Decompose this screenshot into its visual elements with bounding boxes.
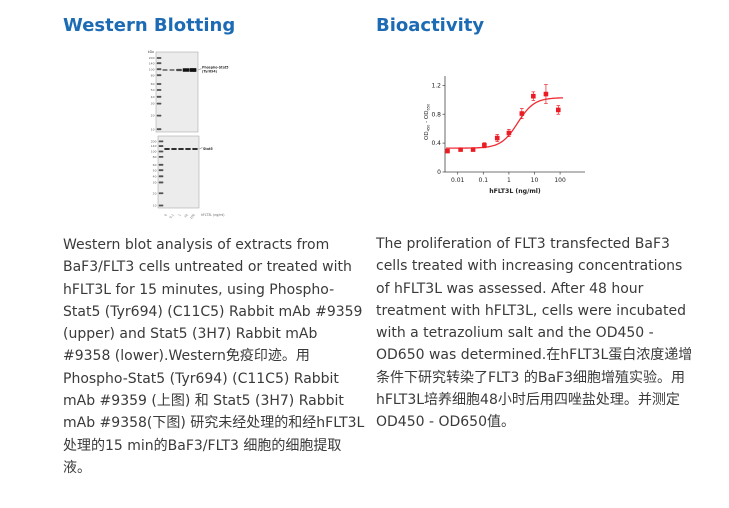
mw-marker-band xyxy=(156,62,162,65)
mw-marker-label: 40 xyxy=(151,95,155,99)
mw-marker-label: 200 xyxy=(149,56,155,60)
mw-marker-band xyxy=(158,192,164,195)
western-blot-image: kDa20014010080605040302010Phospho-Stat5(… xyxy=(148,50,229,220)
mw-marker-label: 40 xyxy=(153,174,157,178)
x-tick-label: 0.01 xyxy=(451,177,465,184)
mw-marker-band xyxy=(156,57,162,59)
mw-marker-band xyxy=(158,155,164,158)
protein-band xyxy=(176,68,182,72)
protein-band xyxy=(189,68,197,72)
mw-marker-label: 100 xyxy=(151,150,157,154)
x-tick-label: 10 xyxy=(531,177,539,184)
kda-unit-label: kDa xyxy=(148,50,154,54)
data-point xyxy=(470,147,476,152)
mw-marker-band xyxy=(158,181,164,184)
mw-marker-band xyxy=(158,140,164,143)
bioactivity-section: Bioactivity 0 0.4 0.8 1.2 0.01 0.1 1 10 100 hFLT3… xyxy=(376,15,693,434)
protein-band xyxy=(171,147,177,150)
mw-marker-label: 20 xyxy=(151,114,155,118)
x-tick-label: 1 xyxy=(507,177,511,184)
mw-marker-band xyxy=(156,95,162,98)
bioactivity-chart-figure: 0 0.4 0.8 1.2 0.01 0.1 1 10 100 hFLT3L (ng/ml) OD4… xyxy=(420,62,645,212)
data-point xyxy=(519,111,525,116)
mw-marker-label: 100 xyxy=(149,67,155,71)
y-tick-label: 0.4 xyxy=(431,140,441,147)
mw-marker-label: 60 xyxy=(151,82,155,86)
western-blot-figure: kDa 200 140 100 80 60 50 40 30 20 10 Phospho-Stat5(… xyxy=(143,48,247,223)
lane-label: 0.1 xyxy=(169,213,175,219)
mw-marker-band xyxy=(158,175,164,178)
y-tick-label: 1.2 xyxy=(431,82,441,89)
x-tick-label: 100 xyxy=(554,177,566,184)
protein-band xyxy=(182,68,190,72)
mw-marker-band xyxy=(158,145,164,147)
protein-band xyxy=(192,147,198,150)
mw-marker-label: 80 xyxy=(151,73,155,77)
western-blotting-caption: Western blot analysis of extracts from B… xyxy=(63,237,365,476)
data-point xyxy=(506,130,512,136)
mw-marker-band xyxy=(156,74,162,77)
chart-points xyxy=(445,84,561,154)
mw-marker-label: 50 xyxy=(151,88,155,92)
band-label: Stat5 xyxy=(203,147,213,151)
mw-marker-label: 60 xyxy=(153,163,157,167)
mw-marker-label: 140 xyxy=(149,61,155,65)
data-point xyxy=(494,135,500,141)
western-blotting-section: Western Blotting kDa 200 140 100 80 60 50 40 30 2… xyxy=(63,15,367,479)
blot-x-axis-label: hFLT3L (ng/ml) xyxy=(201,213,225,217)
mw-marker-band xyxy=(156,114,162,117)
bioactivity-title: Bioactivity xyxy=(376,15,485,36)
mw-marker-label: 50 xyxy=(153,168,157,172)
mw-marker-band xyxy=(156,128,162,131)
lane-label: 10 xyxy=(183,213,189,219)
bioactivity-dose-response-chart: 0 0.4 0.8 1.2 0.01 0.1 1 10 100 hFLT3L (ng/ml) OD4… xyxy=(424,76,585,195)
mw-marker-band xyxy=(158,150,164,153)
lane-label: 1 xyxy=(177,213,181,217)
data-point xyxy=(531,93,536,99)
data-point xyxy=(458,147,463,152)
y-axis-label: OD450 - OD650 xyxy=(424,103,430,140)
mw-marker-label: 140 xyxy=(151,144,157,148)
mw-marker-band xyxy=(156,68,162,71)
lane-label: 0 xyxy=(163,213,167,217)
data-point xyxy=(445,148,450,154)
mw-marker-band xyxy=(158,204,164,207)
protein-band xyxy=(162,69,168,71)
protein-band xyxy=(178,147,184,150)
mw-marker-label: 10 xyxy=(153,204,157,208)
chart-axes: 0 0.4 0.8 1.2 0.01 0.1 1 10 100 hFLT3L (ng/ml) OD4… xyxy=(424,76,585,195)
western-blotting-title: Western Blotting xyxy=(63,15,236,36)
mw-marker-label: 10 xyxy=(151,127,155,131)
mw-marker-band xyxy=(158,163,164,166)
mw-marker-label: 200 xyxy=(151,140,157,144)
mw-marker-band xyxy=(156,89,162,91)
y-tick-label: 0.8 xyxy=(431,111,441,118)
band-label: (Tyr694) xyxy=(202,70,218,74)
mw-marker-band xyxy=(158,169,164,172)
mw-marker-label: 20 xyxy=(153,191,157,195)
protein-band xyxy=(164,147,170,150)
data-point xyxy=(555,107,561,113)
mw-marker-label: 80 xyxy=(153,155,157,159)
fit-curve xyxy=(446,97,564,149)
x-tick-label: 0.1 xyxy=(479,177,489,184)
lane-label: 100 xyxy=(189,213,196,220)
bioactivity-caption: The proliferation of FLT3 transfected Ba… xyxy=(376,236,693,431)
mw-marker-band xyxy=(156,83,162,85)
mw-marker-label: 30 xyxy=(153,181,157,185)
data-point xyxy=(482,142,487,148)
mw-marker-label: 30 xyxy=(151,102,155,106)
blot-lane-labels: 0 0.1 1 10 100 hFLT3L (ng/ml) xyxy=(163,213,224,220)
data-point xyxy=(543,91,549,97)
protein-band xyxy=(185,147,191,150)
mw-marker-band xyxy=(156,102,162,105)
x-axis-label: hFLT3L (ng/ml) xyxy=(489,188,541,195)
band-label: Phospho-Stat5 xyxy=(202,66,228,70)
y-tick-label: 0 xyxy=(437,169,441,176)
protein-band xyxy=(169,69,175,71)
